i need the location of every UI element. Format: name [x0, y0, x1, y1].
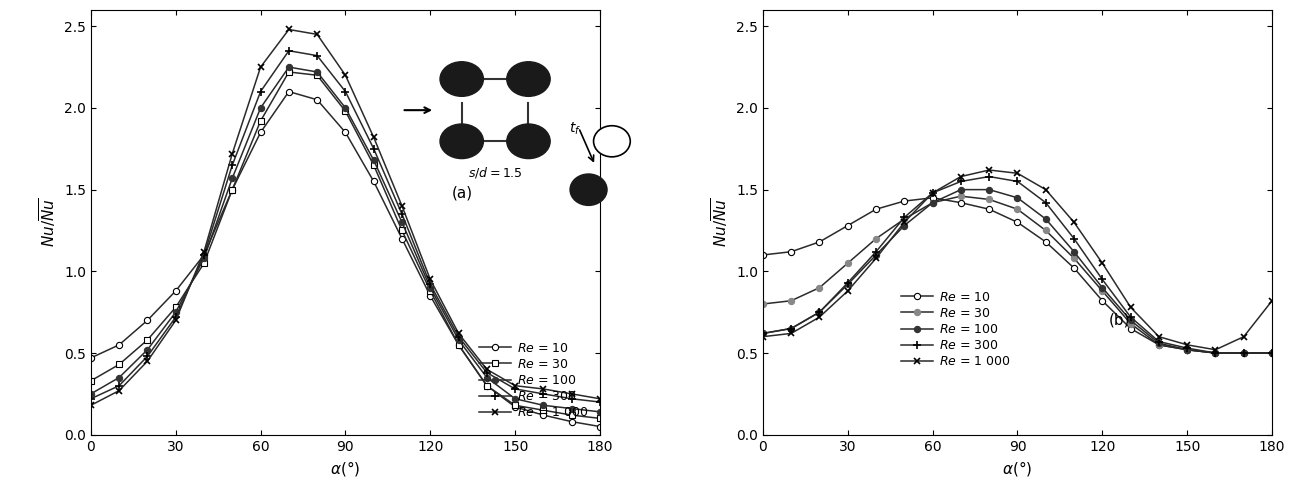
- Y-axis label: $Nu/\overline{Nu}$: $Nu/\overline{Nu}$: [710, 198, 731, 247]
- Text: $t_f$: $t_f$: [569, 121, 580, 137]
- Y-axis label: $Nu/\overline{Nu}$: $Nu/\overline{Nu}$: [38, 198, 58, 247]
- Legend: $Re$ = 10, $Re$ = 30, $Re$ = 100, $Re$ = 300, $Re$ = 1 000: $Re$ = 10, $Re$ = 30, $Re$ = 100, $Re$ =…: [475, 337, 593, 424]
- Text: (a): (a): [452, 185, 472, 200]
- Text: $s/d=1.5$: $s/d=1.5$: [467, 165, 523, 180]
- X-axis label: $\alpha$(°): $\alpha$(°): [1002, 459, 1033, 478]
- Ellipse shape: [593, 126, 631, 157]
- Ellipse shape: [506, 124, 550, 159]
- Ellipse shape: [506, 62, 550, 96]
- Ellipse shape: [440, 62, 483, 96]
- X-axis label: $\alpha$(°): $\alpha$(°): [330, 459, 361, 478]
- Legend: $Re$ = 10, $Re$ = 30, $Re$ = 100, $Re$ = 300, $Re$ = 1 000: $Re$ = 10, $Re$ = 30, $Re$ = 100, $Re$ =…: [897, 286, 1016, 373]
- Text: (b): (b): [1108, 313, 1131, 328]
- Ellipse shape: [570, 174, 607, 206]
- Ellipse shape: [440, 124, 483, 159]
